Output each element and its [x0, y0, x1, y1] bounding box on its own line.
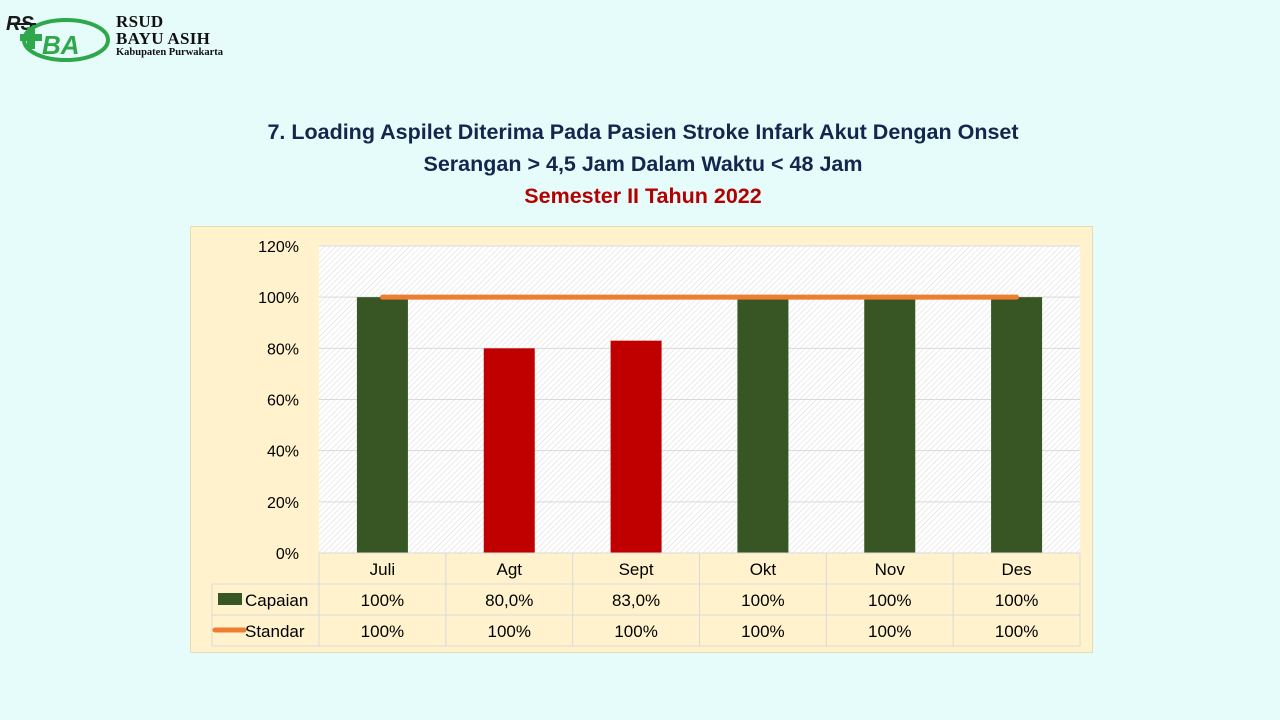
- data-label-capaian: 100%: [361, 591, 404, 610]
- data-label-standar: 100%: [868, 622, 911, 641]
- bar-capaian-des: [991, 297, 1043, 553]
- x-tick-label: Des: [1001, 560, 1031, 579]
- data-label-capaian: 80,0%: [485, 591, 533, 610]
- data-label-capaian: 100%: [868, 591, 911, 610]
- chart-title-line-1: 7. Loading Aspilet Diterima Pada Pasien …: [267, 120, 1019, 144]
- y-tick-label: 20%: [267, 495, 299, 512]
- chart-title-block: 7. Loading Aspilet Diterima Pada Pasien …: [0, 116, 1280, 212]
- x-tick-label: Okt: [750, 560, 777, 579]
- bar-capaian-juli: [356, 297, 408, 553]
- y-tick-label: 60%: [267, 393, 299, 410]
- y-tick-label: 80%: [267, 341, 299, 358]
- data-label-capaian: 100%: [741, 591, 784, 610]
- chart-area: 0% 20% 40% 60% 80% 100% 120% Juli Agt Sept Okt Nov D…: [190, 226, 1093, 653]
- data-label-standar: 100%: [741, 622, 784, 641]
- logo-line-1: RSUD: [116, 12, 164, 31]
- data-label-capaian: 83,0%: [612, 591, 660, 610]
- hospital-logo: RS BA RSUD BAYU ASIH Kabupaten Purwakart…: [6, 10, 236, 62]
- x-tick-label: Juli: [370, 560, 396, 579]
- data-label-standar: 100%: [614, 622, 657, 641]
- y-tick-label: 120%: [258, 239, 299, 256]
- data-label-capaian: 100%: [995, 591, 1038, 610]
- y-tick-label: 40%: [267, 444, 299, 461]
- bar-capaian-sept: [610, 340, 662, 553]
- legend-key-capaian: [218, 593, 242, 605]
- rs-logo-icon: RS BA: [6, 13, 110, 62]
- logo-line-3: Kabupaten Purwakarta: [116, 47, 224, 58]
- data-label-standar: 100%: [361, 622, 404, 641]
- y-tick-label: 0%: [276, 546, 299, 563]
- chart-svg: 0% 20% 40% 60% 80% 100% 120% Juli Agt Sept Okt Nov D…: [211, 239, 1081, 647]
- logo-line-2: BAYU ASIH: [116, 29, 211, 48]
- y-tick-label: 100%: [258, 290, 299, 307]
- x-tick-label: Sept: [619, 560, 654, 579]
- chart-subtitle: Semester II Tahun 2022: [524, 184, 762, 208]
- data-label-standar: 100%: [488, 622, 531, 641]
- legend-label-standar: Standar: [245, 622, 305, 641]
- logo-text: RSUD BAYU ASIH Kabupaten Purwakarta: [116, 13, 223, 59]
- bar-capaian-nov: [864, 297, 916, 553]
- svg-text:BA: BA: [42, 30, 80, 60]
- chart-title-line-2: Serangan > 4,5 Jam Dalam Waktu < 48 Jam: [423, 152, 863, 176]
- x-tick-label: Nov: [875, 560, 906, 579]
- x-tick-label: Agt: [496, 560, 522, 579]
- bar-capaian-okt: [737, 297, 789, 553]
- data-label-standar: 100%: [995, 622, 1038, 641]
- legend-label-capaian: Capaian: [245, 591, 308, 610]
- bar-capaian-agt: [483, 348, 535, 553]
